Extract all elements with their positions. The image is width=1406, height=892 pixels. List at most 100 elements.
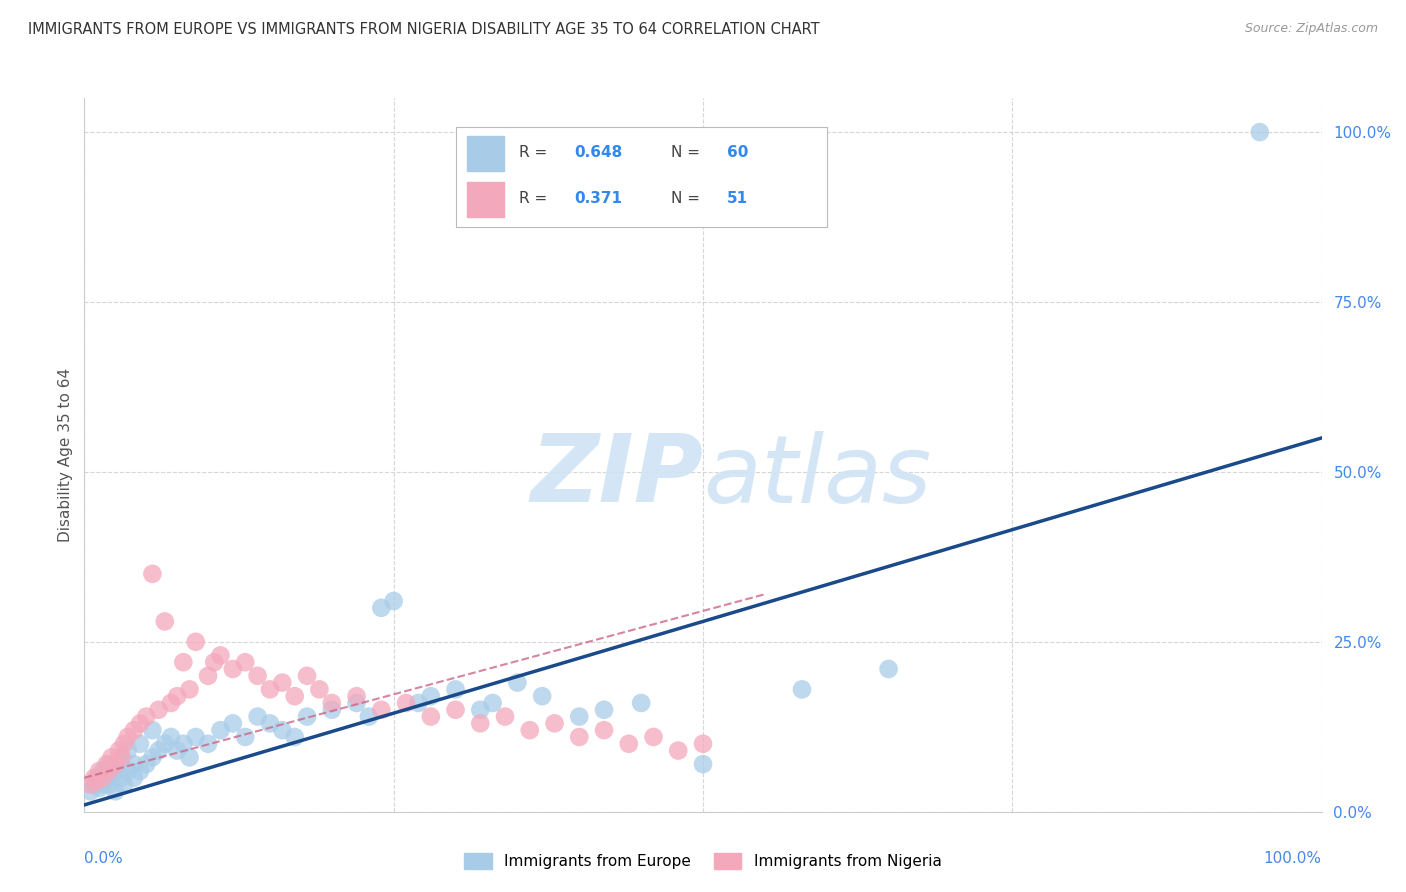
Point <box>98 778 121 792</box>
Text: N =: N = <box>671 145 704 160</box>
Point <box>98 764 121 778</box>
Point <box>117 764 139 778</box>
Point <box>129 764 152 778</box>
Point <box>135 709 157 723</box>
Point <box>89 764 111 778</box>
Point <box>91 778 114 792</box>
Text: R =: R = <box>519 191 551 205</box>
Point <box>222 716 245 731</box>
Point <box>108 757 131 772</box>
Point <box>89 780 111 795</box>
Point <box>197 669 219 683</box>
Point <box>108 743 131 757</box>
Point <box>419 689 441 703</box>
Point <box>284 730 307 744</box>
Text: 0.648: 0.648 <box>574 145 623 160</box>
Point <box>593 723 616 738</box>
Point <box>110 750 132 764</box>
Point <box>494 709 516 723</box>
Text: IMMIGRANTS FROM EUROPE VS IMMIGRANTS FROM NIGERIA DISABILITY AGE 35 TO 64 CORREL: IMMIGRANTS FROM EUROPE VS IMMIGRANTS FRO… <box>28 22 820 37</box>
Point <box>141 750 163 764</box>
Point <box>160 696 183 710</box>
Point <box>692 737 714 751</box>
Point <box>129 737 152 751</box>
Text: 0.0%: 0.0% <box>84 851 124 866</box>
Text: atlas: atlas <box>703 431 931 522</box>
Point <box>568 730 591 744</box>
Point <box>184 730 207 744</box>
Point <box>543 716 565 731</box>
Point <box>153 737 176 751</box>
Point <box>104 757 127 772</box>
Text: 51: 51 <box>727 191 748 205</box>
Point <box>666 743 689 757</box>
Point <box>100 750 122 764</box>
Point <box>877 662 900 676</box>
Point <box>233 730 256 744</box>
Point <box>112 778 135 792</box>
Point <box>79 784 101 798</box>
Legend: Immigrants from Europe, Immigrants from Nigeria: Immigrants from Europe, Immigrants from … <box>458 847 948 875</box>
Point <box>419 709 441 723</box>
Point <box>370 703 392 717</box>
Point <box>357 709 380 723</box>
Point <box>692 757 714 772</box>
Point <box>86 771 108 785</box>
Point <box>444 703 467 717</box>
Point <box>382 594 405 608</box>
Point <box>1249 125 1271 139</box>
Point <box>568 709 591 723</box>
Point <box>96 771 118 785</box>
Point <box>506 675 529 690</box>
Point <box>617 737 640 751</box>
FancyBboxPatch shape <box>467 136 503 170</box>
Point <box>470 716 492 731</box>
Point <box>395 696 418 710</box>
Point <box>129 716 152 731</box>
Point <box>531 689 554 703</box>
Point <box>246 669 269 683</box>
Point <box>222 662 245 676</box>
Point <box>91 764 114 778</box>
Point <box>100 767 122 781</box>
Point <box>295 669 318 683</box>
Point <box>112 737 135 751</box>
Point <box>593 703 616 717</box>
Point <box>209 723 232 738</box>
Point <box>172 737 194 751</box>
Text: 60: 60 <box>727 145 748 160</box>
Point <box>148 743 170 757</box>
Point <box>153 615 176 629</box>
Point <box>370 600 392 615</box>
Point <box>202 655 225 669</box>
Point <box>98 757 121 772</box>
Point <box>79 778 101 792</box>
Point <box>122 757 145 772</box>
Point <box>233 655 256 669</box>
Point <box>122 723 145 738</box>
FancyBboxPatch shape <box>467 182 503 217</box>
Point <box>408 696 430 710</box>
Point <box>141 723 163 738</box>
Point <box>104 784 127 798</box>
Point <box>259 682 281 697</box>
Point <box>117 730 139 744</box>
Point <box>246 709 269 723</box>
Point <box>179 750 201 764</box>
Point <box>104 764 127 778</box>
Point <box>110 750 132 764</box>
Point <box>96 757 118 772</box>
Point <box>91 771 114 785</box>
Y-axis label: Disability Age 35 to 64: Disability Age 35 to 64 <box>58 368 73 542</box>
Point <box>321 703 343 717</box>
Point <box>83 771 105 785</box>
Point <box>630 696 652 710</box>
Point <box>470 703 492 717</box>
Point <box>346 689 368 703</box>
Point <box>117 743 139 757</box>
Point <box>166 743 188 757</box>
Point <box>148 703 170 717</box>
Point <box>284 689 307 703</box>
Point <box>86 774 108 789</box>
Text: ZIP: ZIP <box>530 430 703 523</box>
